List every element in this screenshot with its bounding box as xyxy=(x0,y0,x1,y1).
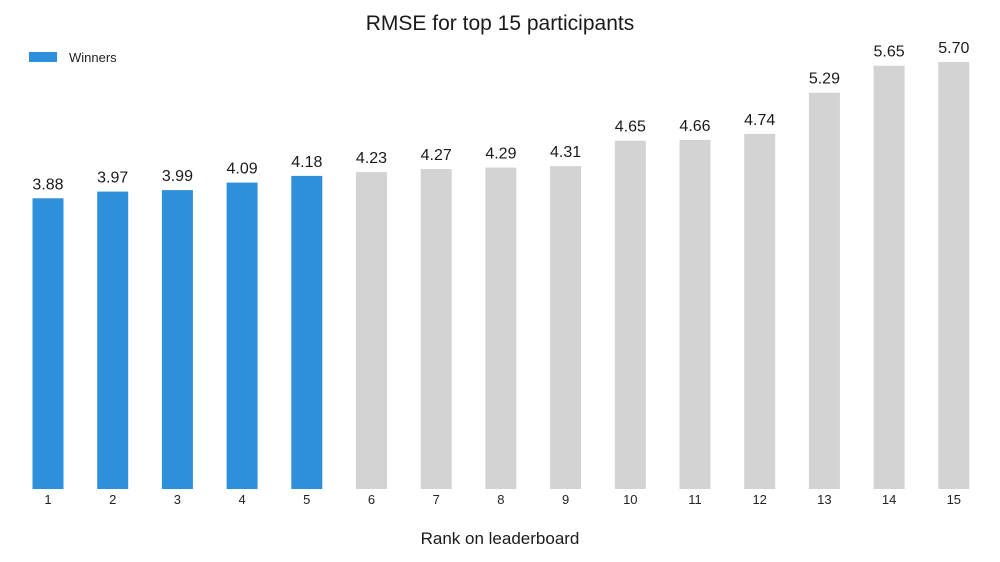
x-tick-label-6: 6 xyxy=(368,492,375,507)
x-tick-label-3: 3 xyxy=(174,492,181,507)
bar-rank-7 xyxy=(420,169,452,489)
value-label-rank-3: 3.99 xyxy=(162,168,193,185)
bar-rank-12 xyxy=(744,133,776,489)
value-label-rank-12: 4.74 xyxy=(744,112,775,129)
bars-group xyxy=(32,62,970,490)
value-labels-group: 3.88 3.97 3.99 4.09 4.18 4.23 4.27 4.29 4.31 4.65… xyxy=(32,40,969,193)
x-tick-label-15: 15 xyxy=(947,492,961,507)
value-label-rank-5: 4.18 xyxy=(291,154,322,171)
value-label-rank-10: 4.65 xyxy=(615,119,646,136)
x-tick-label-4: 4 xyxy=(238,492,245,507)
bar-rank-11 xyxy=(679,139,711,489)
x-axis-title: Rank on leaderboard xyxy=(421,529,580,548)
x-tick-label-14: 14 xyxy=(882,492,896,507)
value-label-rank-7: 4.27 xyxy=(421,147,452,164)
bar-rank-9 xyxy=(550,166,582,489)
value-label-rank-14: 5.65 xyxy=(874,44,905,61)
value-label-rank-8: 4.29 xyxy=(485,146,516,163)
value-label-rank-15: 5.70 xyxy=(938,40,969,57)
value-label-rank-6: 4.23 xyxy=(356,150,387,167)
x-tick-label-10: 10 xyxy=(623,492,637,507)
legend: Winners xyxy=(29,50,117,65)
bar-rank-13 xyxy=(808,92,840,489)
bar-rank-5 xyxy=(291,175,323,489)
x-tick-label-11: 11 xyxy=(688,492,702,507)
x-tick-label-5: 5 xyxy=(303,492,310,507)
bar-rank-10 xyxy=(614,140,646,489)
bar-rank-4 xyxy=(226,182,258,489)
value-label-rank-11: 4.66 xyxy=(679,118,710,135)
legend-swatch-winners xyxy=(29,52,57,62)
x-tick-label-12: 12 xyxy=(752,492,766,507)
x-tick-label-2: 2 xyxy=(109,492,116,507)
legend-label-winners: Winners xyxy=(69,50,117,65)
chart-title: RMSE for top 15 participants xyxy=(366,12,634,35)
bar-rank-6 xyxy=(356,172,387,489)
bar-rank-8 xyxy=(485,167,517,489)
value-label-rank-1: 3.88 xyxy=(32,176,63,193)
x-tick-labels-group: 1 2 3 4 5 6 7 8 9 10 11 12 13 14 15 xyxy=(44,492,961,507)
value-label-rank-9: 4.31 xyxy=(550,144,581,161)
x-tick-label-13: 13 xyxy=(817,492,831,507)
value-label-rank-4: 4.09 xyxy=(227,161,258,178)
x-tick-label-8: 8 xyxy=(497,492,504,507)
bar-rank-15 xyxy=(938,62,970,489)
x-tick-label-7: 7 xyxy=(433,492,440,507)
value-label-rank-13: 5.29 xyxy=(809,71,840,88)
bar-rank-2 xyxy=(97,191,129,489)
value-label-rank-2: 3.97 xyxy=(97,170,128,187)
bar-rank-3 xyxy=(161,190,193,489)
bar-rank-1 xyxy=(32,198,64,490)
x-tick-label-9: 9 xyxy=(562,492,569,507)
x-tick-label-1: 1 xyxy=(44,492,51,507)
bar-rank-14 xyxy=(873,65,905,489)
